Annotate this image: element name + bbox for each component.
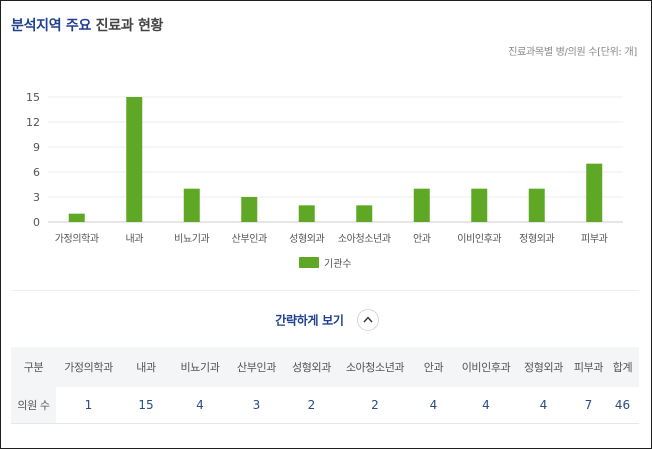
bar <box>528 188 545 222</box>
bar <box>356 205 373 222</box>
y-tick-label: 0 <box>33 216 40 229</box>
table-cell: 7 <box>571 387 606 424</box>
title-rest: 진료과 현황 <box>95 18 164 34</box>
y-tick-label: 9 <box>33 141 40 154</box>
table-header-cell: 성형외과 <box>284 347 339 387</box>
bar <box>126 97 143 222</box>
table-header-cell: 정형외과 <box>516 347 571 387</box>
table-cell: 2 <box>339 387 411 424</box>
y-tick-label: 15 <box>26 91 40 104</box>
table-header-row: 구분 가정의학과 내과 비뇨기과 산부인과 성형외과 소아청소년과 안과 이비인후과 정형외과 피부… <box>11 347 639 387</box>
table-cell: 15 <box>121 387 171 424</box>
x-tick-label: 내과 <box>125 233 143 245</box>
table-header-cell: 가정의학과 <box>56 347 121 387</box>
table-cell: 4 <box>456 387 516 424</box>
bar <box>298 205 315 222</box>
x-tick-label: 비뇨기과 <box>174 233 209 245</box>
table-cell: 4 <box>171 387 229 424</box>
collapse-toggle-button[interactable] <box>356 309 379 331</box>
divider <box>11 290 639 291</box>
table-cell: 46 <box>606 387 639 424</box>
x-tick-label: 산부인과 <box>232 233 267 245</box>
table-cell: 1 <box>56 387 121 424</box>
table-cell: 4 <box>411 387 456 424</box>
title-strong: 분석지역 주요 <box>11 18 92 34</box>
summary-table: 구분 가정의학과 내과 비뇨기과 산부인과 성형외과 소아청소년과 안과 이비인후과 정형외과 피부… <box>11 347 639 424</box>
x-tick-label: 성형외과 <box>289 233 324 245</box>
table-cell: 2 <box>284 387 339 424</box>
x-tick-label: 정형외과 <box>519 233 554 245</box>
x-tick-label: 이비인후과 <box>457 233 501 245</box>
bar-chart: 0 3 6 9 12 15 가정의학과 내과 비뇨기과 산부인과 성형외과 소아청소년과 안과 이비인후과… <box>26 91 623 270</box>
table-header-cell: 비뇨기과 <box>171 347 229 387</box>
table-header-cell: 이비인후과 <box>456 347 516 387</box>
legend-label: 기관수 <box>324 258 352 270</box>
y-tick-label: 12 <box>26 116 40 129</box>
chevron-up-icon <box>363 316 373 323</box>
toggle-row: 간략하게 보기 <box>1 309 652 331</box>
row-label: 의원 수 <box>11 387 56 424</box>
bar <box>586 163 603 222</box>
bar <box>413 188 430 222</box>
table-cell: 3 <box>229 387 284 424</box>
table-header-cell: 구분 <box>11 347 56 387</box>
y-tick-label: 3 <box>33 191 40 204</box>
table-cell: 4 <box>516 387 571 424</box>
table-header-cell: 내과 <box>121 347 171 387</box>
bar <box>241 197 258 222</box>
table-row: 의원 수 1 15 4 3 2 2 4 4 4 7 46 <box>11 387 639 424</box>
table-header-cell: 합계 <box>606 347 639 387</box>
x-tick-label: 피부과 <box>581 233 608 245</box>
table-header-cell: 산부인과 <box>229 347 284 387</box>
unit-note: 진료과목별 병/의원 수[단위: 개] <box>508 47 637 58</box>
y-tick-label: 6 <box>33 166 40 179</box>
table-header-cell: 피부과 <box>571 347 606 387</box>
legend-swatch <box>299 257 319 268</box>
x-tick-label: 가정의학과 <box>55 233 99 245</box>
page-title: 분석지역 주요 진료과 현황 <box>11 15 163 35</box>
x-tick-label: 안과 <box>413 233 431 245</box>
bar <box>68 213 85 222</box>
bar <box>471 188 488 222</box>
collapse-toggle-label[interactable]: 간략하게 보기 <box>275 313 344 328</box>
table-header-cell: 소아청소년과 <box>339 347 411 387</box>
bar <box>183 188 200 222</box>
x-tick-label: 소아청소년과 <box>338 233 391 245</box>
table-header-cell: 안과 <box>411 347 456 387</box>
